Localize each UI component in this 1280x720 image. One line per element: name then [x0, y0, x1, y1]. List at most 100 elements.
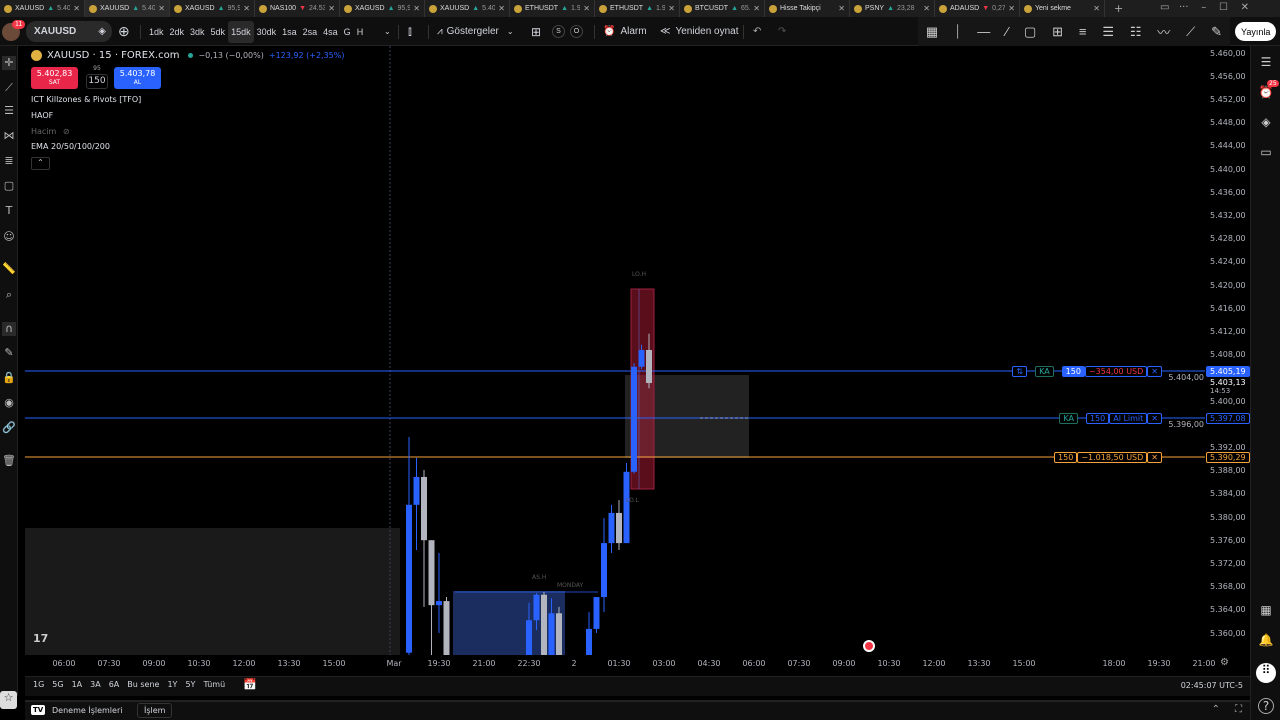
interval-G[interactable]: G — [343, 26, 351, 37]
minimize-button[interactable]: – — [1201, 2, 1207, 13]
close-tab-icon[interactable]: ✕ — [1008, 4, 1015, 13]
interval-2sa[interactable]: 2sa — [302, 26, 318, 37]
more-icon[interactable]: ··· — [1179, 2, 1189, 13]
limit-qty[interactable]: 150 — [1085, 413, 1110, 424]
shapes-icon[interactable]: ▢ — [3, 179, 15, 192]
close-tab-icon[interactable]: ✕ — [668, 4, 675, 13]
interval-30dk[interactable]: 30dk — [256, 26, 277, 37]
maximize-panel-icon[interactable]: ⛶ — [1235, 704, 1242, 715]
limit-label[interactable]: Al Limit — [1109, 413, 1148, 424]
tab-8[interactable]: BTCUSDT▲65.96✕ — [680, 0, 765, 17]
range-0[interactable]: 1G — [33, 680, 45, 689]
range-1[interactable]: 5G — [52, 680, 64, 689]
interval-3dk[interactable]: 3dk — [190, 26, 205, 37]
undo-icon[interactable]: ↶ — [753, 26, 762, 37]
reverse-position-button[interactable]: ⇅ — [1012, 366, 1028, 377]
chart-canvas[interactable] — [0, 0, 1250, 676]
position-pnl[interactable]: −354,00 USD — [1084, 366, 1148, 377]
chevron-up-icon[interactable]: ⌃ — [1211, 704, 1220, 715]
trash-icon[interactable]: 🗑 — [2, 454, 16, 467]
channel-icon[interactable]: ☷ — [1129, 23, 1142, 39]
economic-event-icon[interactable] — [863, 640, 875, 652]
horizontal-lines-icon[interactable]: ☰ — [4, 104, 14, 117]
limit-type-tag[interactable]: KA — [1059, 413, 1078, 424]
range-7[interactable]: 5Y — [185, 680, 196, 689]
range-8[interactable]: Tümü — [203, 680, 226, 689]
close-tab-icon[interactable]: ✕ — [838, 4, 845, 13]
fib-icon[interactable]: ☰ — [1102, 23, 1114, 39]
sell-button[interactable]: 5.402,83 SAT — [31, 67, 78, 89]
tab-3[interactable]: NAS100▼24.533,✕ — [255, 0, 340, 17]
layers-icon[interactable]: ◈ — [1261, 115, 1271, 129]
maximize-button[interactable]: ☐ — [1218, 2, 1228, 13]
close-tab-icon[interactable]: ✕ — [1093, 4, 1100, 13]
notifications-icon[interactable]: 🔔 — [1258, 633, 1274, 647]
grid-icon[interactable]: ▦ — [925, 23, 939, 39]
interval-2dk[interactable]: 2dk — [169, 26, 185, 37]
tab-11[interactable]: ADAUSD▼0,2711✕ — [935, 0, 1020, 17]
interval-H[interactable]: H — [356, 26, 364, 37]
indicator-haof[interactable]: HAOF — [31, 111, 54, 120]
text-icon[interactable]: T — [5, 204, 13, 217]
close-window-button[interactable]: ✕ — [1240, 2, 1250, 13]
lock-icon[interactable]: 🔒 — [2, 371, 16, 384]
publish-button[interactable]: Yayınla — [1235, 22, 1277, 41]
interval-5dk[interactable]: 5dk — [210, 26, 226, 37]
chevron-down-icon[interactable]: ⌄ — [384, 27, 391, 36]
trade-tab[interactable]: İşlem — [137, 703, 173, 718]
crosshair-icon[interactable]: ✛ — [2, 56, 16, 70]
indicator-ema[interactable]: EMA 20/50/100/200 — [31, 142, 110, 151]
compare-add-icon[interactable]: ⊕ — [118, 23, 130, 39]
close-tab-icon[interactable]: ✕ — [753, 4, 760, 13]
chat-icon[interactable]: ▭ — [1260, 145, 1272, 159]
tab-10[interactable]: PSNY ▲ 23,28 ✕ — [850, 0, 935, 17]
quantity-input[interactable]: 150 — [86, 74, 108, 89]
close-tab-icon[interactable]: ✕ — [73, 4, 80, 13]
range-2[interactable]: 1A — [71, 680, 83, 689]
zoom-icon[interactable]: ⌕ — [5, 288, 13, 301]
lock-drawing-icon[interactable]: ✎ — [4, 346, 14, 359]
tab-5[interactable]: XAUUSD▲5.403,✕ — [425, 0, 510, 17]
s-button[interactable]: S — [552, 17, 565, 46]
parallel-lines-icon[interactable]: ≡ — [1078, 24, 1087, 39]
tab-1[interactable]: XAUUSD▲5.403,✕ — [85, 0, 170, 17]
settings-gear-icon[interactable]: ⚙ — [1220, 657, 1229, 668]
close-tab-icon[interactable]: ✕ — [923, 4, 930, 13]
horizontal-ray-icon[interactable]: — — [977, 24, 991, 39]
link-icon[interactable]: 🔗 — [2, 421, 16, 434]
interval-1sa[interactable]: 1sa — [282, 26, 297, 37]
position-type-tag[interactable]: KA — [1035, 366, 1054, 377]
brush-icon[interactable]: ⟋ — [1186, 23, 1196, 39]
tab-7[interactable]: ETHUSDT▲1.941,✕ — [595, 0, 680, 17]
close-tab-icon[interactable]: ✕ — [498, 4, 505, 13]
interval-4sa[interactable]: 4sa — [323, 26, 338, 37]
cast-icon[interactable]: ▭ — [1160, 2, 1170, 13]
cancel-limit-button[interactable]: ✕ — [1147, 413, 1162, 424]
goto-date-icon[interactable]: 📅 — [243, 678, 257, 691]
path-icon[interactable]: 〰 — [1157, 25, 1171, 40]
tab-0[interactable]: XAUUSD▲5.403,✕ — [0, 0, 85, 17]
fib-icon[interactable]: ≣ — [4, 154, 14, 167]
tab-6[interactable]: ETHUSDT▲1.941,✕ — [510, 0, 595, 17]
watchlist-star-icon[interactable]: ☆ — [0, 691, 17, 709]
vertical-line-icon[interactable]: ⏐ — [954, 23, 962, 39]
stop-qty[interactable]: 150 — [1054, 452, 1078, 463]
close-tab-icon[interactable]: ✕ — [328, 4, 335, 13]
indicator-killzones[interactable]: ICT Killzones & Pivots [TFO] — [31, 95, 142, 104]
close-tab-icon[interactable]: ✕ — [158, 4, 165, 13]
avatar[interactable]: 11 — [2, 17, 26, 46]
tab-4[interactable]: XAGUSD▲95,913✕ — [340, 0, 425, 17]
rectangle-icon[interactable]: ▢ — [1024, 23, 1037, 39]
symbol-search[interactable]: XAUUSD ◈ — [26, 21, 112, 42]
replay-button[interactable]: ≪ Yeniden oynat — [660, 26, 739, 37]
apps-icon[interactable]: ⠿ — [1256, 663, 1276, 683]
candle-type-icon[interactable]: ⫾ — [408, 24, 412, 38]
close-tab-icon[interactable]: ✕ — [413, 4, 420, 13]
tab-2[interactable]: XAGUSD▲95,913✕ — [170, 0, 255, 17]
trend-line-icon[interactable]: ⁄ — [1006, 24, 1009, 39]
alerts-icon[interactable]: ⏰ 25 — [1258, 80, 1279, 99]
buy-button[interactable]: 5.403,78 AL — [114, 67, 161, 89]
interval-15dk[interactable]: 15dk — [228, 20, 254, 43]
new-tab-button[interactable]: + — [1114, 2, 1124, 15]
alarm-button[interactable]: ⏰ Alarm — [603, 26, 647, 37]
